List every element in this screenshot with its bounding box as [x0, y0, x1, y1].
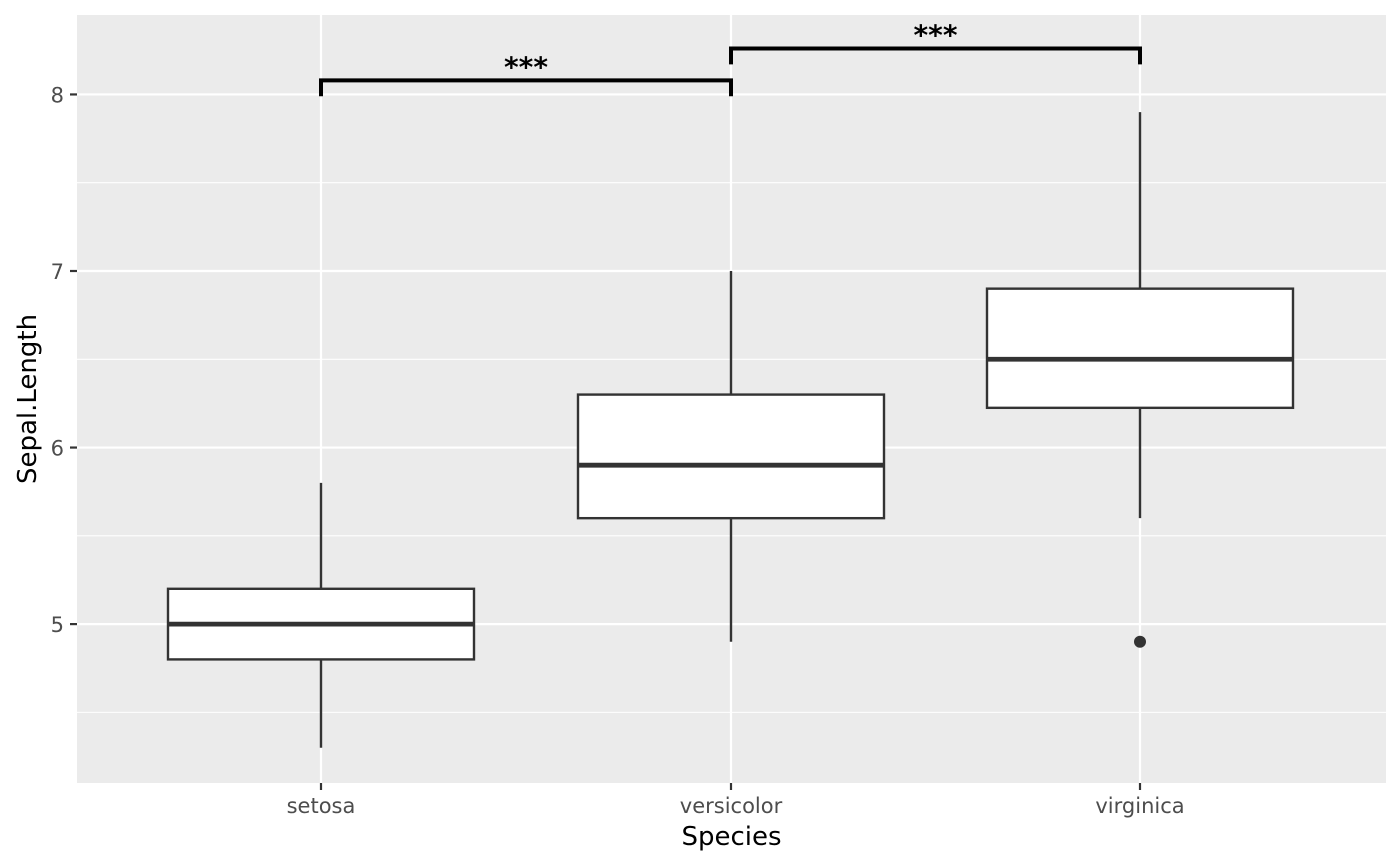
- significance-layer: *** ***: [319, 19, 1142, 97]
- significance-bracket: ***: [729, 19, 1142, 65]
- x-tick-label: virginica: [1095, 794, 1184, 818]
- box-virginica: [985, 112, 1295, 648]
- x-axis-title: Species: [681, 822, 781, 852]
- bracket-line: [729, 46, 1142, 65]
- significance-bracket: ***: [319, 50, 733, 97]
- box-versicolor: [576, 271, 886, 642]
- box-setosa: [166, 482, 476, 748]
- bracket-line: [319, 78, 733, 97]
- y-tick-label: 6: [51, 437, 64, 461]
- y-tick-label: 5: [51, 613, 64, 637]
- x-tick-label: versicolor: [680, 794, 783, 818]
- y-tick-label: 8: [51, 83, 64, 107]
- box-layer: [166, 112, 1295, 748]
- outlier-point: [1134, 635, 1146, 648]
- x-axis: setosa versicolor virginica: [287, 783, 1185, 818]
- y-axis: 5 6 7 8: [51, 83, 77, 637]
- y-axis-title: Sepal.Length: [13, 314, 43, 484]
- box-body: [985, 287, 1295, 410]
- significance-label: ***: [504, 50, 548, 83]
- box-body: [576, 393, 886, 520]
- significance-label: ***: [914, 19, 958, 52]
- y-tick-label: 7: [51, 260, 64, 284]
- x-tick-label: setosa: [287, 794, 356, 818]
